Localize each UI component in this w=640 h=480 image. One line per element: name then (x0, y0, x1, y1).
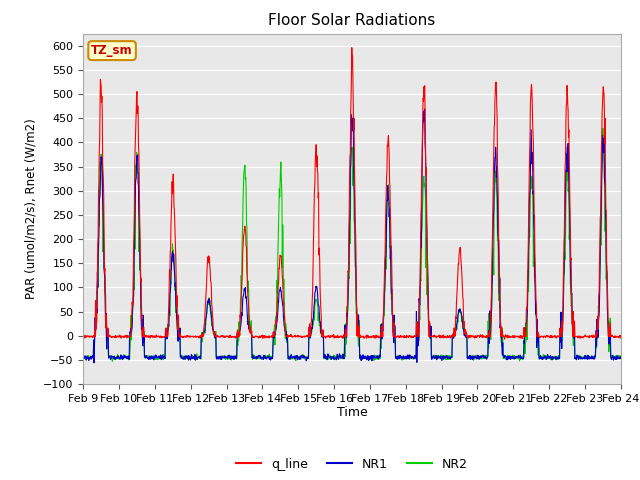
NR2 (259, 355, 267, 360)
NR1 (259, 357, 267, 362)
q_line (617, 335, 625, 341)
NR2 (79, 356, 87, 362)
Line: NR1: NR1 (83, 109, 621, 363)
Line: q_line: q_line (83, 48, 621, 339)
Legend: q_line, NR1, NR2: q_line, NR1, NR2 (231, 453, 473, 476)
q_line (554, 333, 561, 338)
NR2 (109, 359, 116, 364)
q_line (79, 334, 87, 339)
q_line (348, 45, 356, 50)
q_line (259, 336, 267, 341)
NR1 (90, 360, 98, 366)
X-axis label: Time: Time (337, 407, 367, 420)
Title: Floor Solar Radiations: Floor Solar Radiations (268, 13, 436, 28)
NR2 (617, 353, 625, 359)
NR1 (199, 331, 207, 336)
NR1 (421, 106, 429, 112)
q_line (199, 334, 207, 339)
NR2 (199, 330, 207, 336)
NR1 (554, 355, 561, 360)
Line: NR2: NR2 (83, 128, 621, 361)
q_line (506, 334, 514, 340)
NR1 (617, 354, 625, 360)
NR1 (506, 353, 514, 359)
q_line (186, 335, 193, 340)
NR2 (599, 125, 607, 131)
Y-axis label: PAR (umol/m2/s), Rnet (W/m2): PAR (umol/m2/s), Rnet (W/m2) (24, 119, 38, 299)
q_line (436, 332, 444, 338)
NR2 (554, 357, 561, 362)
NR2 (506, 353, 514, 359)
Text: TZ_sm: TZ_sm (92, 44, 133, 57)
NR1 (79, 354, 87, 360)
NR2 (186, 354, 194, 360)
NR2 (436, 355, 444, 361)
NR1 (186, 355, 194, 361)
q_line (500, 336, 508, 342)
NR1 (436, 354, 444, 360)
